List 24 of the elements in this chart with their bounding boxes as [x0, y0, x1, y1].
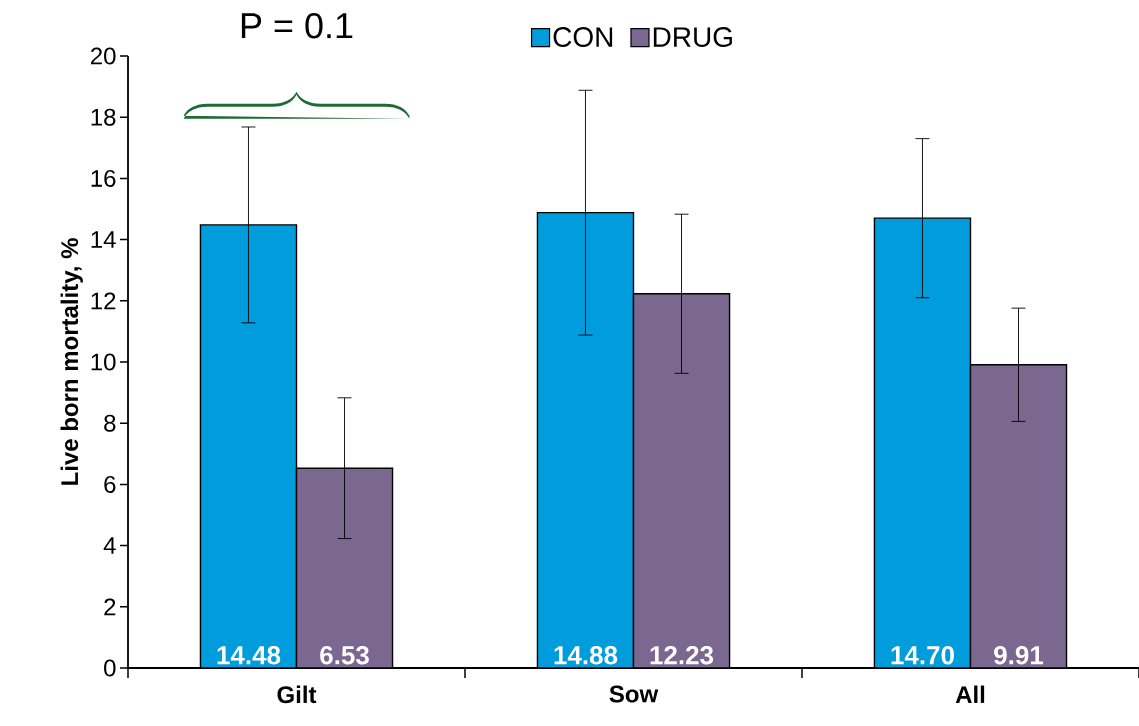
y-tick-label: 20 [90, 47, 116, 65]
y-tick-label: 14 [91, 231, 116, 248]
data-label: 6.53 [320, 646, 369, 665]
x-tick-label: Gilt [277, 685, 317, 704]
data-label: 14.48 [217, 646, 281, 665]
data-label: 9.91 [994, 646, 1044, 665]
y-tick-label: 0 [104, 659, 116, 677]
y-tick-label: 4 [103, 537, 116, 554]
y-tick-label: 6 [104, 475, 116, 493]
y-tick-label: 12 [91, 292, 116, 310]
y-tick-label: 8 [104, 414, 116, 432]
y-tick-label: 2 [104, 598, 116, 616]
y-tick-label: 18 [91, 108, 116, 126]
data-label: 14.88 [554, 646, 618, 665]
y-tick-label: 16 [91, 169, 116, 187]
x-tick-label: All [955, 685, 985, 703]
text: P = 0.1 [241, 12, 353, 39]
data-label: 12.23 [650, 646, 714, 665]
x-tick-label: Sow [609, 685, 659, 703]
y-axis-title: Live born mortality, % [60, 238, 83, 485]
y-tick-label: 10 [91, 353, 116, 371]
legend-label: DRUG [653, 27, 732, 47]
legend-label: CON [553, 27, 613, 47]
data-label: 14.70 [891, 646, 954, 665]
